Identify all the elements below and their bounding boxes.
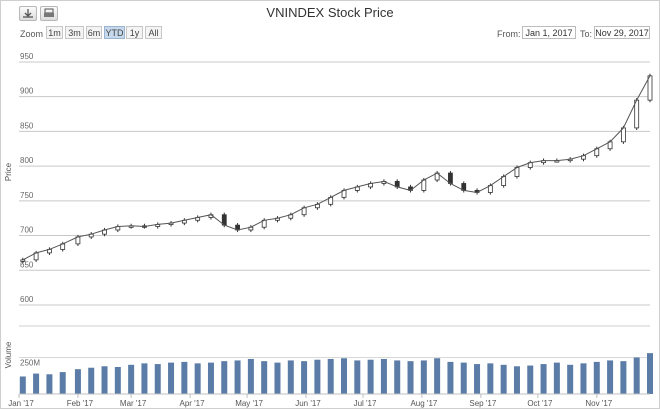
volume-bar — [261, 361, 268, 394]
x-tick-labels: Jan '17 Feb '17 Mar '17 Apr '17 May '17 Jun '… — [8, 394, 613, 408]
volume-bar — [314, 359, 321, 394]
volume-bar — [367, 359, 374, 394]
x-tick-label: Jan '17 — [8, 399, 34, 408]
price-tick-label: 750 — [20, 191, 34, 200]
to-date-input[interactable]: Nov 29, 2017 — [594, 26, 650, 39]
price-tick-label: 800 — [20, 156, 34, 165]
print-icon[interactable] — [40, 6, 58, 21]
volume-bar — [487, 363, 494, 394]
zoom-button-1m[interactable]: 1m — [46, 26, 63, 39]
zoom-button-6m[interactable]: 6m — [86, 26, 102, 39]
x-tick-label: Apr '17 — [179, 399, 205, 408]
download-glyph — [23, 9, 33, 18]
volume-bar — [380, 358, 387, 394]
price-candle — [634, 99, 640, 129]
volume-bar — [168, 362, 175, 394]
volume-bar — [434, 358, 441, 394]
x-tick-label: Aug '17 — [410, 399, 437, 408]
x-tick-label: Mar '17 — [120, 399, 147, 408]
chart-title: VNINDEX Stock Price — [266, 5, 394, 20]
volume-bar — [181, 361, 188, 394]
x-tick-label: Nov '17 — [585, 399, 612, 408]
price-tick-label: 950 — [20, 52, 34, 61]
volume-bar — [513, 366, 520, 394]
volume-bar — [114, 367, 121, 394]
volume-bar — [33, 373, 40, 394]
volume-bar — [234, 360, 241, 394]
from-label: From: — [497, 29, 521, 39]
volume-bar — [394, 360, 401, 394]
x-tick-label: Feb '17 — [67, 399, 94, 408]
price-tick-labels: 600 650 700 750 800 850 900 950 — [20, 52, 34, 304]
volume-bar — [101, 366, 108, 394]
volume-bar — [59, 372, 66, 394]
x-tick-label: May '17 — [235, 399, 263, 408]
volume-tick-labels: 250M — [20, 359, 40, 368]
volume-bar — [354, 360, 361, 394]
volume-bar — [460, 362, 467, 394]
volume-bar — [88, 367, 95, 394]
price-line — [22, 75, 651, 261]
volume-bar — [593, 361, 600, 394]
volume-bar — [194, 363, 201, 394]
zoom-button-1y[interactable]: 1y — [126, 26, 143, 39]
price-tick-label: 600 — [20, 295, 34, 304]
volume-tick-label: 250M — [20, 359, 40, 368]
price-tick-label: 850 — [20, 121, 34, 130]
x-tick-label: Oct '17 — [527, 399, 553, 408]
volume-bar — [474, 364, 481, 394]
volume-bar — [607, 360, 614, 394]
price-tick-label: 650 — [20, 260, 34, 269]
x-tick-label: Jun '17 — [295, 399, 321, 408]
volume-bar — [580, 363, 587, 394]
volume-bar — [540, 364, 547, 394]
volume-bar — [221, 361, 228, 394]
volume-bar — [567, 364, 574, 394]
price-tick-label: 700 — [20, 226, 34, 235]
volume-bar — [327, 358, 334, 394]
volume-bar — [287, 360, 294, 394]
price-candles — [20, 73, 653, 264]
volume-bar — [620, 361, 627, 394]
zoom-button-all[interactable]: All — [145, 26, 162, 39]
volume-bar — [141, 363, 148, 394]
price-grid — [19, 61, 650, 306]
price-axis-title: Price — [4, 162, 13, 181]
volume-bar — [647, 353, 653, 394]
volume-bar — [420, 360, 427, 394]
volume-axis-title: Volume — [4, 341, 13, 368]
volume-bar — [74, 369, 81, 394]
volume-bar — [274, 362, 281, 394]
volume-bar — [247, 358, 254, 394]
price-candle — [647, 75, 653, 101]
volume-bar — [301, 361, 308, 394]
volume-bar — [500, 364, 507, 394]
volume-bar — [527, 365, 534, 394]
volume-bar — [633, 357, 640, 394]
volume-bar — [341, 358, 348, 394]
price-tick-label: 900 — [20, 87, 34, 96]
price-candle — [20, 259, 26, 262]
volume-bar — [19, 376, 26, 394]
to-label: To: — [580, 29, 593, 39]
x-tick-label: Sep '17 — [469, 399, 496, 408]
volume-bar — [207, 362, 214, 394]
download-icon[interactable] — [19, 6, 37, 21]
from-date-input[interactable]: Jan 1, 2017 — [522, 26, 576, 39]
volume-bar — [46, 374, 53, 394]
volume-bar — [154, 364, 161, 394]
x-tick-label: Jul '17 — [354, 399, 377, 408]
print-glyph — [44, 8, 54, 17]
volume-bar — [128, 364, 135, 394]
volume-bar — [407, 361, 414, 394]
volume-bar — [447, 361, 454, 394]
volume-bar — [553, 362, 560, 394]
zoom-button-ytd[interactable]: YTD — [104, 26, 125, 39]
zoom-button-3m[interactable]: 3m — [65, 26, 84, 39]
volume-bars — [19, 353, 653, 394]
zoom-label: Zoom — [20, 29, 44, 39]
